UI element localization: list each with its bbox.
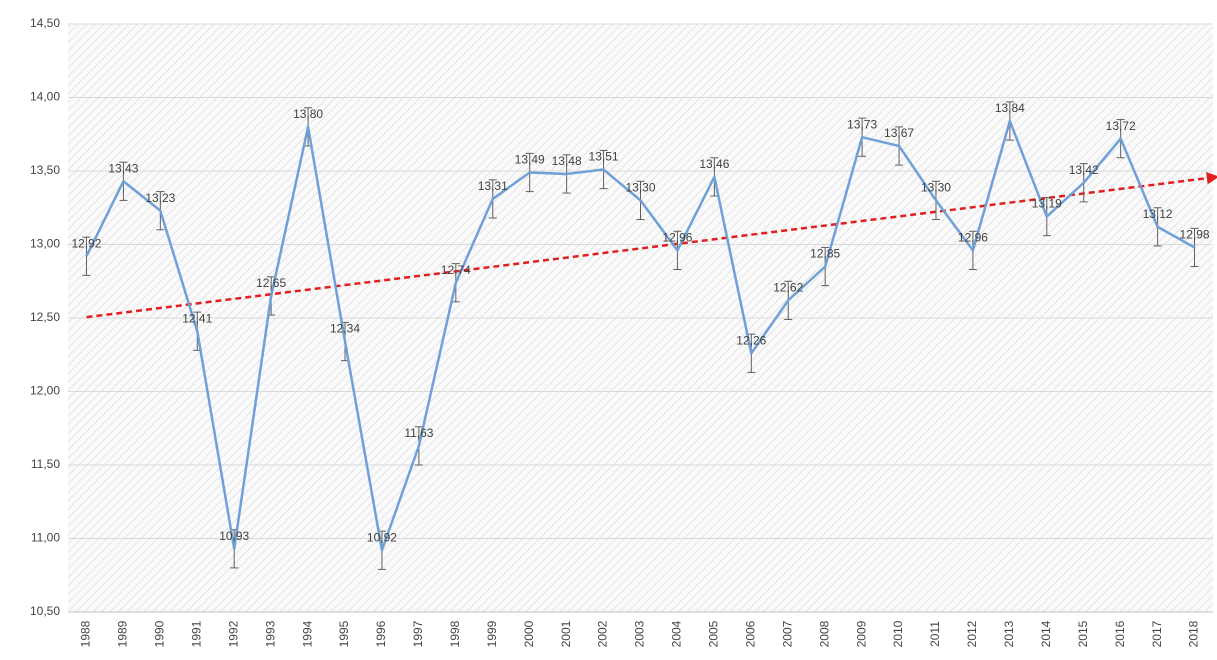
data-label: 12,96 bbox=[958, 231, 988, 245]
x-tick-label: 1991 bbox=[189, 620, 203, 647]
y-tick-label: 13,00 bbox=[30, 237, 60, 251]
data-label: 13,72 bbox=[1106, 119, 1136, 133]
x-tick-label: 1989 bbox=[116, 620, 130, 647]
data-label: 12,74 bbox=[441, 263, 471, 277]
data-label: 12,92 bbox=[71, 236, 101, 250]
x-tick-label: 2009 bbox=[854, 620, 868, 647]
x-tick-label: 1993 bbox=[263, 620, 277, 647]
data-label: 10,92 bbox=[367, 530, 397, 544]
y-tick-label: 11,00 bbox=[31, 531, 60, 545]
x-tick-label: 2012 bbox=[965, 620, 979, 647]
y-tick-label: 10,50 bbox=[30, 604, 60, 618]
x-tick-label: 2006 bbox=[743, 620, 757, 647]
data-label: 12,96 bbox=[662, 231, 692, 245]
x-tick-label: 1994 bbox=[300, 620, 314, 647]
data-label: 10,93 bbox=[219, 529, 249, 543]
x-tick-label: 2015 bbox=[1076, 620, 1090, 647]
x-tick-label: 2003 bbox=[633, 620, 647, 647]
x-tick-label: 2004 bbox=[670, 620, 684, 647]
y-tick-label: 11,50 bbox=[31, 457, 60, 471]
data-label: 13,31 bbox=[478, 179, 508, 193]
x-tick-label: 2002 bbox=[596, 620, 610, 647]
data-line bbox=[85, 119, 1196, 552]
x-tick-label: 2001 bbox=[559, 620, 573, 647]
y-tick-label: 13,50 bbox=[30, 163, 60, 177]
x-tick-label: 1996 bbox=[374, 620, 388, 647]
data-label: 13,12 bbox=[1143, 207, 1173, 221]
data-label: 13,51 bbox=[589, 150, 619, 164]
y-tick-label: 14,50 bbox=[30, 16, 60, 30]
x-tick-label: 1998 bbox=[448, 620, 462, 647]
x-tick-label: 1988 bbox=[79, 620, 93, 647]
data-label: 13,80 bbox=[293, 107, 323, 121]
y-tick-label: 12,00 bbox=[30, 384, 60, 398]
data-label: 13,48 bbox=[552, 154, 582, 168]
x-tick-label: 2007 bbox=[780, 620, 794, 647]
data-label: 12,41 bbox=[182, 311, 212, 325]
data-label: 13,23 bbox=[145, 191, 175, 205]
data-label: 13,30 bbox=[921, 181, 951, 195]
x-tick-label: 1999 bbox=[485, 620, 499, 647]
data-label: 13,73 bbox=[847, 117, 877, 131]
x-tick-label: 1997 bbox=[411, 620, 425, 647]
x-tick-label: 2013 bbox=[1002, 620, 1016, 647]
data-label: 12,85 bbox=[810, 247, 840, 261]
x-tick-label: 2018 bbox=[1187, 620, 1201, 647]
x-tick-label: 1995 bbox=[337, 620, 351, 647]
x-tick-label: 2017 bbox=[1150, 620, 1164, 647]
data-label: 13,84 bbox=[995, 101, 1025, 115]
data-label: 11,63 bbox=[404, 426, 433, 440]
x-tick-label: 2005 bbox=[707, 620, 721, 647]
y-tick-label: 14,00 bbox=[30, 90, 60, 104]
data-label: 13,46 bbox=[699, 157, 729, 171]
data-label: 12,26 bbox=[736, 333, 766, 347]
x-tick-label: 2014 bbox=[1039, 620, 1053, 647]
data-label: 13,67 bbox=[884, 126, 914, 140]
data-label: 13,49 bbox=[515, 153, 545, 167]
data-label: 13,43 bbox=[108, 161, 138, 175]
x-tick-label: 1990 bbox=[153, 620, 167, 647]
data-label: 12,62 bbox=[773, 281, 803, 295]
data-label: 12,34 bbox=[330, 322, 360, 336]
x-tick-label: 2016 bbox=[1113, 620, 1127, 647]
data-label: 12,65 bbox=[256, 276, 286, 290]
y-tick-label: 12,50 bbox=[30, 310, 60, 324]
x-tick-label: 2008 bbox=[817, 620, 831, 647]
data-label: 12,98 bbox=[1180, 228, 1210, 242]
data-label: 13,42 bbox=[1069, 163, 1099, 177]
x-tick-label: 2010 bbox=[891, 620, 905, 647]
x-tick-label: 2011 bbox=[928, 621, 942, 647]
x-tick-label: 2000 bbox=[522, 620, 536, 647]
data-label: 13,19 bbox=[1032, 197, 1062, 211]
data-label: 13,30 bbox=[625, 181, 655, 195]
x-tick-label: 1992 bbox=[226, 620, 240, 647]
